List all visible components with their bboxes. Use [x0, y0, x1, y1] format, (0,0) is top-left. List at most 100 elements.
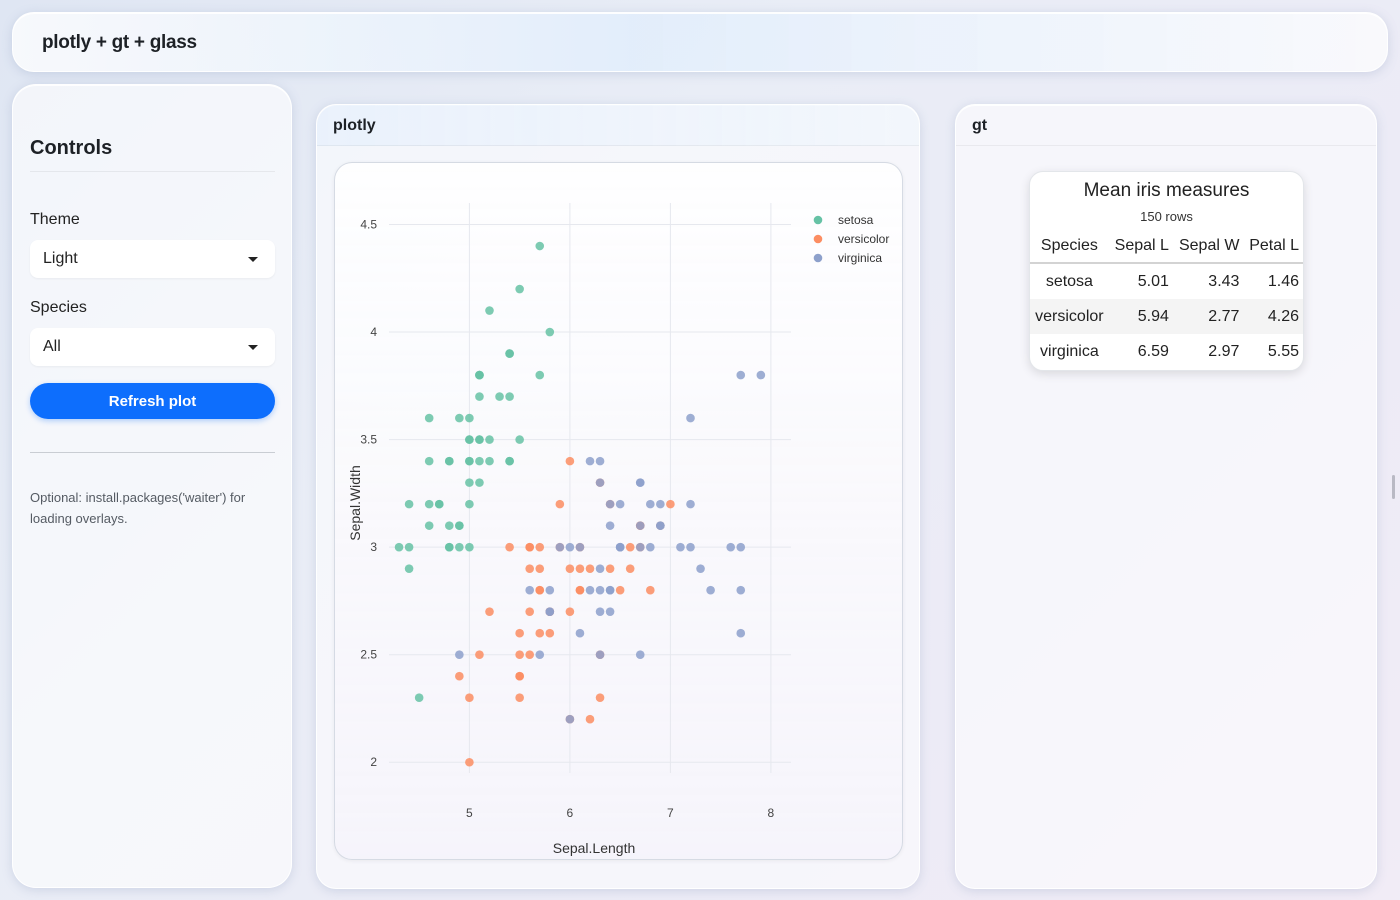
- table-cell: 5.01: [1137, 272, 1169, 290]
- data-point-versicolor: [525, 564, 534, 573]
- data-point-virginica: [635, 650, 645, 659]
- data-point-setosa: [515, 435, 524, 444]
- table-cell: 3.43: [1208, 272, 1240, 290]
- refresh-plot-button[interactable]: Refresh plot: [30, 383, 275, 419]
- column-header: Species: [1030, 230, 1109, 264]
- data-point-setosa: [535, 241, 545, 251]
- data-point-versicolor: [505, 542, 514, 552]
- data-point-setosa: [505, 392, 514, 401]
- data-point-versicolor: [565, 564, 575, 573]
- data-point-virginica: [635, 478, 645, 487]
- data-point-virginica: [585, 456, 595, 466]
- data-point-setosa: [414, 693, 424, 703]
- data-point-virginica: [686, 499, 695, 509]
- data-point-setosa: [445, 521, 454, 530]
- theme-select-value: Light: [43, 250, 78, 267]
- data-point-versicolor: [575, 585, 585, 595]
- data-point-virginica: [565, 542, 575, 552]
- gt-table-container: Mean iris measures 150 rows Species Sepa…: [1029, 171, 1304, 371]
- data-point-virginica: [615, 542, 625, 552]
- data-point-versicolor: [515, 628, 524, 638]
- data-point-setosa: [505, 349, 514, 358]
- data-point-setosa: [475, 456, 484, 466]
- data-point-virginica: [595, 564, 605, 573]
- data-point-versicolor: [525, 650, 534, 659]
- data-point-versicolor: [535, 628, 545, 638]
- data-point-setosa: [485, 306, 494, 315]
- data-point-versicolor: [555, 499, 565, 509]
- column-header: Sepal W: [1172, 230, 1244, 264]
- y-tick-label: 3.5: [360, 433, 377, 447]
- data-point-virginica: [535, 650, 545, 659]
- data-point-versicolor: [575, 564, 585, 573]
- data-point-setosa: [404, 542, 414, 552]
- data-point-virginica: [696, 564, 705, 573]
- scatter-plot[interactable]: 5 6 7 8 2 2.5 3 3.5 4 4.5 Sepal.Length Sepal.Width s…: [335, 163, 902, 859]
- data-point-versicolor: [515, 650, 524, 659]
- legend-marker-setosa: [813, 215, 823, 225]
- data-point-virginica: [736, 542, 746, 552]
- x-axis-label: Sepal.Length: [553, 840, 636, 856]
- gt-table: Species Sepal L Sepal W Petal L setosa 5…: [1030, 230, 1303, 369]
- data-point-virginica: [686, 413, 695, 423]
- theme-select[interactable]: Light: [30, 240, 275, 278]
- data-point-virginica: [575, 542, 585, 552]
- data-point-versicolor: [535, 542, 545, 552]
- plotly-card-header: plotly: [317, 105, 919, 146]
- data-point-setosa: [515, 284, 524, 294]
- data-point-virginica: [545, 607, 555, 616]
- data-point-versicolor: [625, 564, 635, 573]
- table-cell: 1.46: [1267, 272, 1299, 290]
- y-tick-label: 3: [370, 540, 377, 554]
- data-point-virginica: [656, 521, 665, 530]
- data-point-setosa: [475, 478, 484, 487]
- plot-container[interactable]: 5 6 7 8 2 2.5 3 3.5 4 4.5 Sepal.Length Sepal.Width s…: [334, 162, 903, 860]
- data-point-virginica: [595, 585, 605, 595]
- species-select[interactable]: All: [30, 328, 275, 366]
- data-point-versicolor: [515, 693, 524, 703]
- data-point-virginica: [605, 499, 615, 509]
- data-point-setosa: [475, 435, 484, 444]
- plotly-card: plotly 5 6 7 8 2 2.5 3 3.5 4 4.5 Sepal.Length Sepal…: [316, 104, 920, 889]
- data-point-setosa: [445, 542, 454, 552]
- x-tick-label: 7: [667, 806, 674, 820]
- sidebar-title: Controls: [30, 137, 113, 159]
- column-header: Petal L: [1243, 230, 1303, 264]
- app-title: plotly + gt + glass: [42, 32, 197, 53]
- data-point-virginica: [686, 542, 695, 552]
- data-point-setosa: [424, 499, 434, 509]
- data-point-virginica: [565, 714, 575, 724]
- sidebar-divider: [30, 452, 275, 453]
- data-point-virginica: [575, 628, 585, 638]
- gt-card-title: gt: [972, 117, 988, 134]
- data-point-versicolor: [605, 564, 615, 573]
- resize-handle[interactable]: [1392, 475, 1395, 499]
- table-cell: virginica: [1040, 342, 1099, 360]
- x-tick-label: 6: [567, 806, 574, 820]
- data-point-virginica: [635, 542, 645, 552]
- y-tick-label: 2.5: [360, 648, 377, 662]
- table-row: setosa 5.01 3.43 1.46: [1030, 263, 1303, 299]
- x-tick-label: 5: [466, 806, 473, 820]
- table-cell: versicolor: [1030, 299, 1109, 334]
- data-point-versicolor: [615, 585, 625, 595]
- data-point-setosa: [455, 542, 464, 552]
- data-point-virginica: [595, 456, 605, 466]
- data-point-virginica: [676, 542, 685, 552]
- data-point-versicolor: [625, 542, 635, 552]
- data-point-virginica: [595, 607, 605, 616]
- table-cell: 5.55: [1267, 342, 1299, 360]
- data-point-virginica: [615, 499, 625, 509]
- data-point-virginica: [736, 370, 746, 380]
- table-cell: setosa: [1045, 272, 1093, 290]
- table-header-row: Species Sepal L Sepal W Petal L: [1030, 230, 1303, 264]
- data-point-virginica: [635, 521, 645, 530]
- legend-marker-virginica: [813, 253, 823, 263]
- table-row: virginica 6.59 2.97 5.55: [1030, 334, 1303, 369]
- data-point-virginica: [646, 542, 655, 552]
- table-cell: 5.94: [1108, 299, 1173, 334]
- data-point-virginica: [756, 370, 766, 380]
- data-point-setosa: [485, 456, 494, 466]
- data-point-setosa: [465, 413, 474, 423]
- data-point-virginica: [525, 585, 534, 595]
